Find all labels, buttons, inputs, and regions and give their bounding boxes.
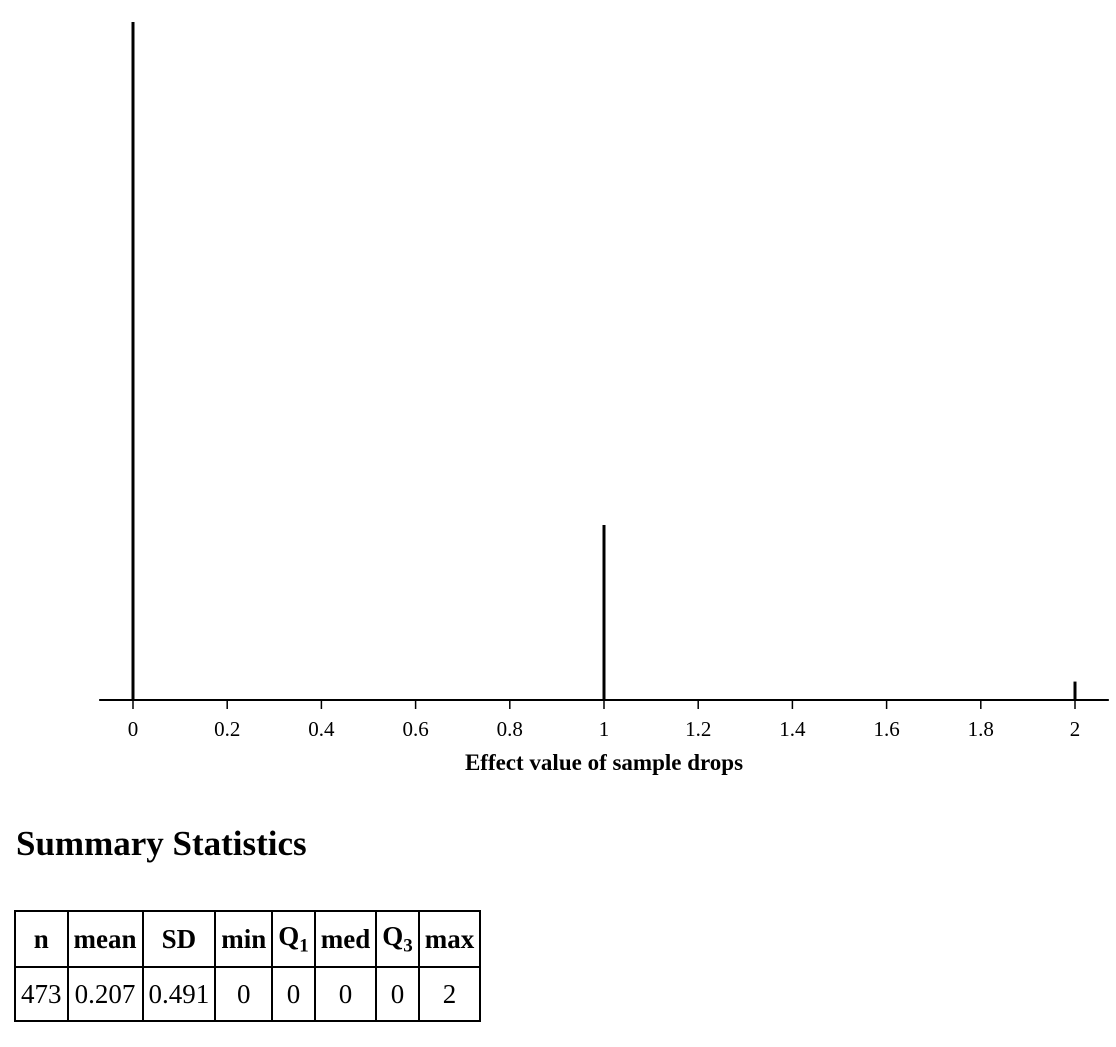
value-mean: 0.207 [66, 966, 144, 1022]
summary-value-row: 473 0.207 0.491 0 0 0 0 2 [14, 966, 482, 1022]
x-tick-label: 1.6 [873, 717, 899, 741]
x-tick-label: 0.2 [214, 717, 240, 741]
header-n: n [14, 910, 69, 968]
spike-series [131, 22, 1077, 700]
header-median: med [313, 910, 378, 968]
header-min: min [214, 910, 274, 968]
x-axis-ticks: 0 0.2 0.4 0.6 0.8 1 1.2 1.4 1.6 1.8 2 [128, 700, 1081, 741]
header-max: max [417, 910, 482, 968]
value-min: 0 [214, 966, 274, 1022]
x-tick-label: 2 [1070, 717, 1081, 741]
x-tick-label: 0.6 [402, 717, 428, 741]
spike-chart: 0 0.2 0.4 0.6 0.8 1 1.2 1.4 1.6 1.8 2 Effect value… [99, 22, 1109, 775]
summary-heading: Summary Statistics [16, 824, 307, 863]
x-tick-label: 1.4 [779, 717, 806, 741]
value-q3: 0 [375, 966, 420, 1022]
header-mean: mean [66, 910, 144, 968]
x-tick-label: 0.8 [497, 717, 523, 741]
header-sd: SD [141, 910, 217, 968]
value-q1: 0 [271, 966, 316, 1022]
value-median: 0 [313, 966, 378, 1022]
value-n: 473 [14, 966, 69, 1022]
x-tick-label: 1.2 [685, 717, 711, 741]
summary-header-row: n mean SD min Q1 med Q3 max [14, 910, 482, 968]
x-tick-label: 0.4 [308, 717, 335, 741]
value-max: 2 [417, 966, 482, 1022]
x-tick-label: 1 [599, 717, 610, 741]
header-q3: Q3 [375, 910, 420, 968]
summary-statistics-table: n mean SD min Q1 med Q3 max 473 0.207 0.… [14, 910, 482, 1022]
x-tick-label: 0 [128, 717, 139, 741]
x-tick-label: 1.8 [968, 717, 994, 741]
x-axis-title: Effect value of sample drops [465, 750, 743, 775]
value-sd: 0.491 [141, 966, 217, 1022]
header-q1: Q1 [271, 910, 316, 968]
